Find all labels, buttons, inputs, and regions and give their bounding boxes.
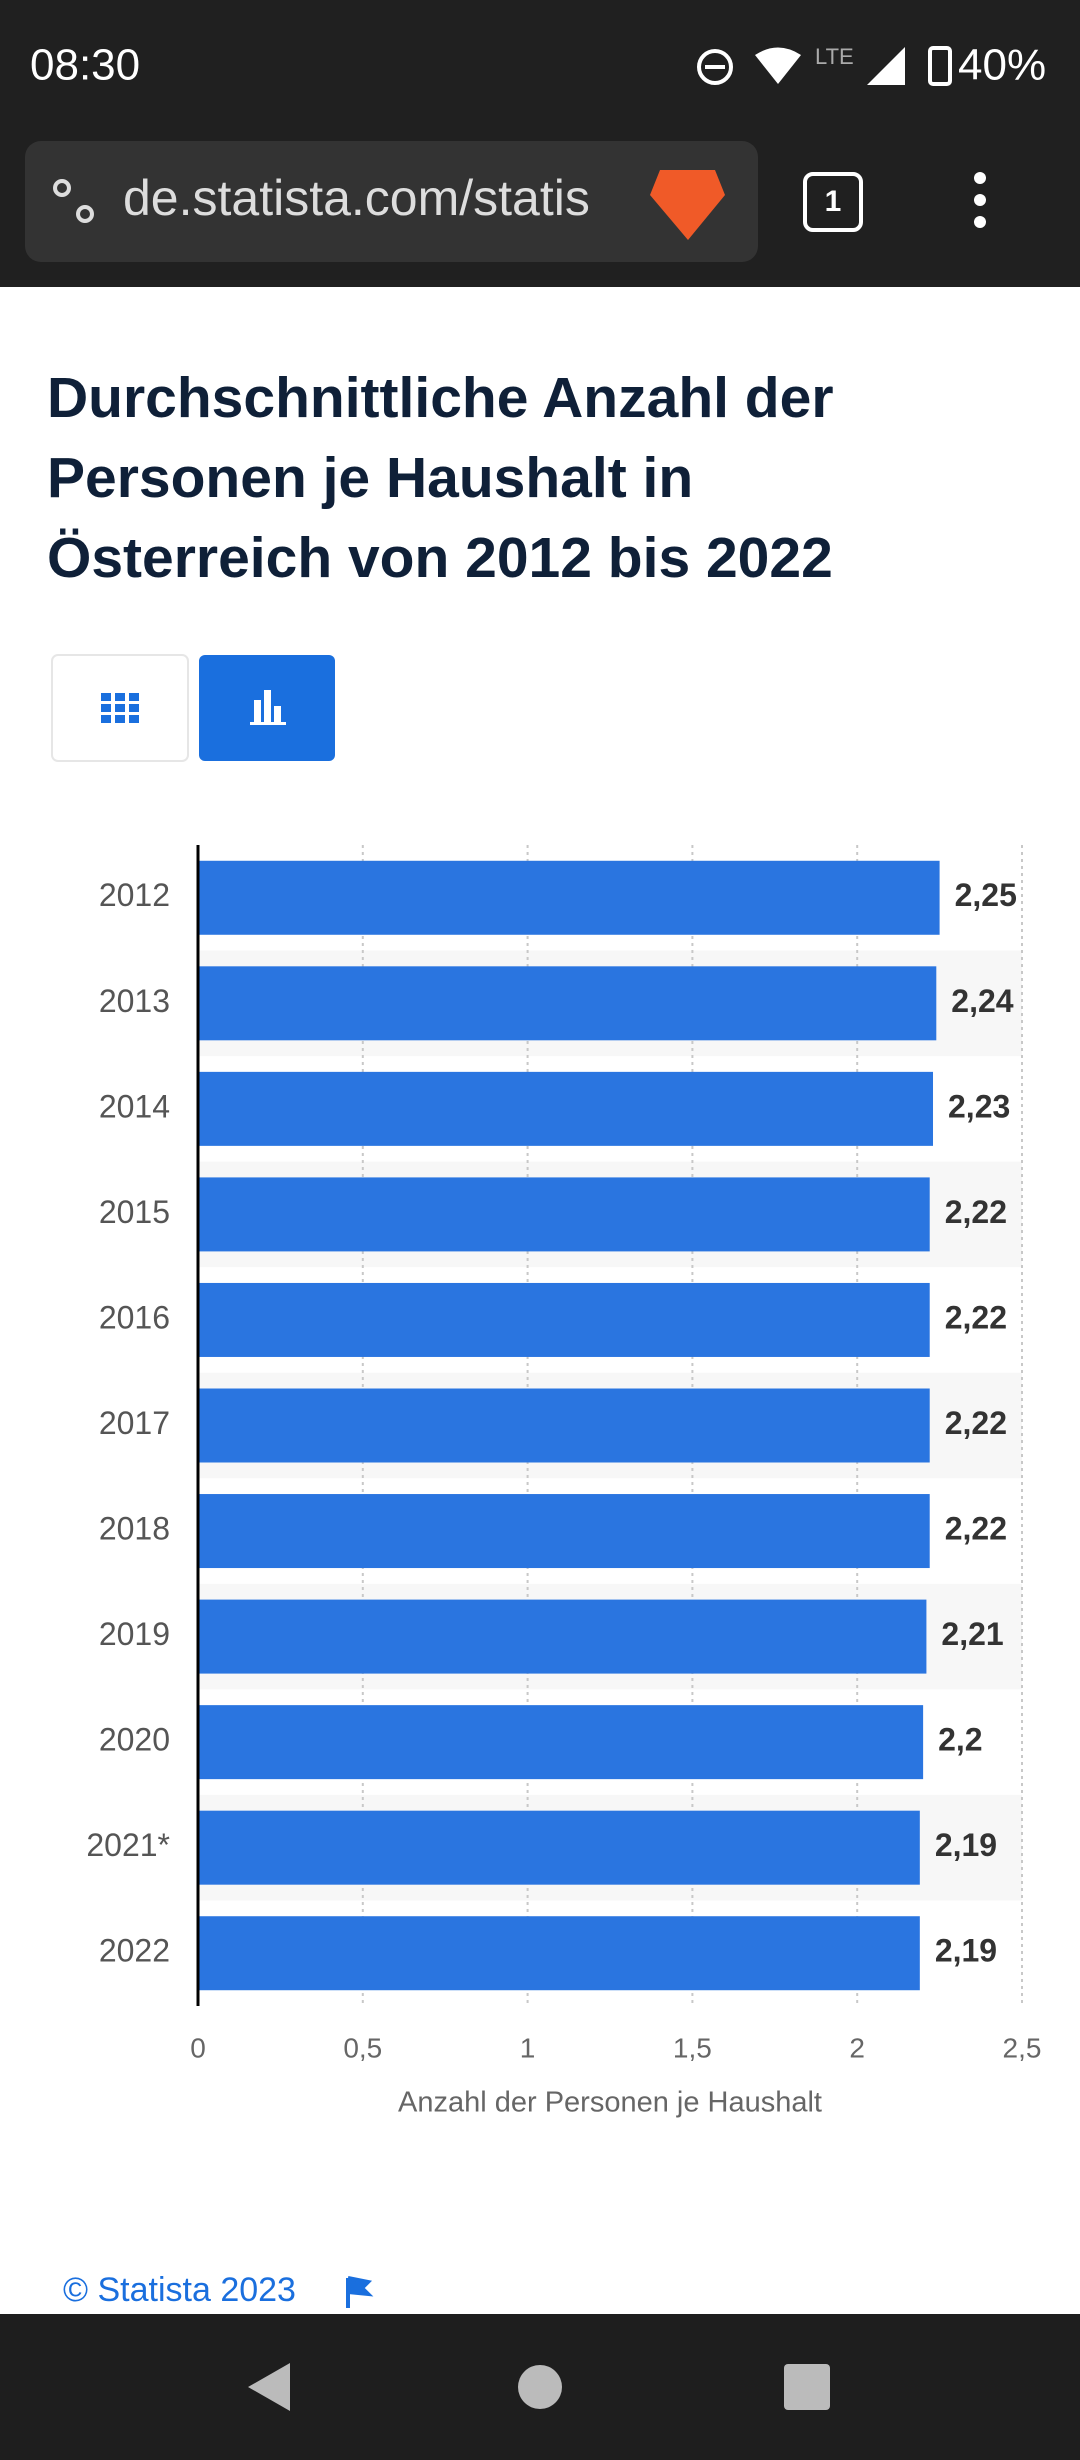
y-tick-label: 2018 [99, 1510, 170, 1546]
y-tick-label: 2016 [99, 1299, 170, 1335]
x-axis-title: Anzahl der Personen je Haushalt [398, 2087, 822, 2119]
wifi-icon [755, 47, 801, 84]
bar [198, 1388, 930, 1463]
value-label: 2,21 [941, 1616, 1003, 1652]
nav-recents[interactable] [784, 2364, 830, 2410]
value-label: 2,19 [935, 1933, 997, 1969]
network-type: LTE [815, 44, 854, 69]
battery-level: 40% [958, 41, 1046, 90]
site-settings-icon-b [76, 205, 94, 223]
bar [198, 1177, 930, 1252]
x-tick-label: 1 [520, 2032, 536, 2063]
y-tick-label: 2020 [99, 1722, 170, 1758]
nav-home[interactable] [518, 2365, 562, 2409]
bar [198, 860, 940, 935]
table-icon [101, 693, 139, 723]
bar [198, 1705, 924, 1780]
x-tick-label: 2 [849, 2032, 865, 2063]
brave-icon[interactable] [650, 170, 725, 240]
value-label: 2,22 [945, 1405, 1007, 1441]
nav-back[interactable] [248, 2363, 290, 2411]
battery-icon [928, 46, 952, 86]
url-bar[interactable] [25, 141, 758, 262]
bar [198, 1071, 934, 1146]
tabs-button[interactable] [803, 172, 863, 232]
bar [198, 1810, 920, 1885]
value-label: 2,19 [935, 1827, 997, 1863]
chart-title-line: Personen je Haushalt in [47, 446, 693, 510]
y-tick-label: 2021* [86, 1827, 170, 1863]
bar [198, 1599, 927, 1674]
y-tick-label: 2014 [99, 1088, 170, 1124]
value-label: 2,2 [938, 1722, 982, 1758]
y-tick-label: 2015 [99, 1194, 170, 1230]
value-label: 2,25 [955, 877, 1017, 913]
menu-dot [974, 194, 986, 206]
value-label: 2,22 [945, 1299, 1007, 1335]
tabs-count: 1 [825, 185, 842, 218]
bar [198, 1494, 930, 1569]
x-tick-label: 1,5 [673, 2032, 712, 2063]
status-time: 08:30 [30, 41, 140, 90]
y-tick-label: 2022 [99, 1933, 170, 1969]
bar [198, 1916, 920, 1991]
url-text[interactable]: de.statista.com/statis [123, 170, 590, 226]
y-tick-label: 2019 [99, 1616, 170, 1652]
value-label: 2,22 [945, 1510, 1007, 1546]
x-tick-label: 0 [190, 2032, 206, 2063]
menu-dot [974, 216, 986, 228]
chart-title-line: Österreich von 2012 bis 2022 [47, 526, 833, 590]
chart-title: Durchschnittliche Anzahl der Personen je … [47, 366, 834, 590]
chart-title-line: Durchschnittliche Anzahl der [47, 366, 834, 430]
y-tick-label: 2013 [99, 983, 170, 1019]
chart-icon [250, 690, 286, 725]
bar [198, 1282, 930, 1357]
dnd-icon [697, 49, 733, 85]
dnd-icon-bar [705, 65, 725, 69]
flag-icon[interactable] [346, 2276, 374, 2308]
menu-dot[interactable] [974, 172, 986, 184]
x-tick-label: 0,5 [343, 2032, 382, 2063]
plot: 0 0,5 1 1,5 2 2,5 2012 2,25 2013 2,24 2014 2,23 2015… [86, 845, 1041, 2119]
bar [198, 966, 937, 1041]
y-tick-label: 2012 [99, 877, 170, 913]
value-label: 2,24 [951, 983, 1013, 1019]
signal-icon [867, 47, 905, 85]
value-label: 2,22 [945, 1194, 1007, 1230]
copyright[interactable]: © Statista 2023 [63, 2271, 296, 2309]
value-label: 2,23 [948, 1088, 1010, 1124]
site-settings-icon[interactable] [53, 179, 71, 197]
x-tick-label: 2,5 [1003, 2032, 1042, 2063]
y-tick-label: 2017 [99, 1405, 170, 1441]
